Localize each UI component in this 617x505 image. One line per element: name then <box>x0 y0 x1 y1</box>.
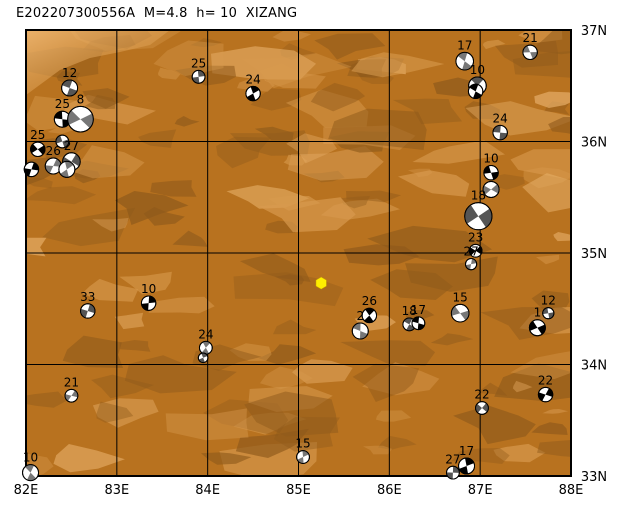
lon-tick-label: 87E <box>468 483 493 498</box>
mechanism-depth-label: 10 <box>470 63 485 77</box>
mechanism-depth-label: 21 <box>522 31 537 45</box>
focal-mechanism[interactable]: 33 <box>80 290 96 319</box>
mechanism-depth-label: 2 <box>356 309 364 323</box>
mechanism-depth-label: 10 <box>483 152 498 166</box>
focal-mechanism[interactable]: 10 <box>22 451 40 482</box>
focal-mechanism[interactable]: 26 <box>44 144 62 175</box>
mechanism-depth-label: 15 <box>295 437 310 451</box>
lon-tick-label: 83E <box>104 483 129 498</box>
focal-mechanism[interactable]: 15 <box>450 290 470 323</box>
focal-mechanism[interactable]: 18 <box>464 189 493 231</box>
focal-mechanism[interactable]: 24 <box>492 111 508 141</box>
focal-mechanism[interactable]: 22 <box>474 388 490 415</box>
mechanism-depth-label: 17 <box>457 38 472 52</box>
focal-mechanism[interactable] <box>467 83 484 100</box>
focal-mechanism[interactable]: 12 <box>541 294 556 320</box>
mechanism-depth-label: 27 <box>463 245 478 259</box>
mechanism-depth-label: 17 <box>411 303 426 317</box>
mechanism-depth-label: 33 <box>80 290 95 304</box>
focal-mechanism[interactable] <box>55 134 70 149</box>
mechanism-depth-label: 25 <box>55 97 70 111</box>
lat-tick-label: 33N <box>581 470 607 485</box>
focal-mechanism[interactable]: 26 <box>361 294 378 324</box>
mechanism-depth-label: 12 <box>541 294 556 308</box>
lon-tick-label: 85E <box>286 483 311 498</box>
focal-mechanism[interactable]: 21 <box>64 375 79 403</box>
mechanism-depth-label: 25 <box>30 128 45 142</box>
focal-mechanism[interactable] <box>23 161 40 178</box>
mechanism-depth-label: 26 <box>362 294 377 308</box>
focal-mechanism[interactable] <box>482 180 500 198</box>
epicenter-layer <box>315 276 327 290</box>
focal-mechanism[interactable] <box>58 160 76 178</box>
focal-mechanism[interactable]: 17 <box>411 303 426 331</box>
mechanism-depth-label: 26 <box>46 144 61 158</box>
focal-mechanism[interactable]: 25 <box>30 128 46 158</box>
mechanism-depth-label: 24 <box>198 327 213 341</box>
terrain-layer <box>26 30 571 476</box>
focal-mechanism[interactable] <box>197 352 209 364</box>
mechanism-depth-label: 15 <box>453 290 468 304</box>
mechanism-depth-label: 27 <box>64 139 79 153</box>
focal-mechanism[interactable]: 17 <box>458 444 476 475</box>
mechanism-depth-label: 22 <box>538 373 553 387</box>
focal-mechanism[interactable]: 10 <box>140 282 157 311</box>
focal-mechanism[interactable]: 25 <box>191 56 206 84</box>
focal-mechanism[interactable]: 2 <box>351 309 369 340</box>
lat-tick-label: 34N <box>581 359 607 374</box>
focal-mechanism[interactable]: 27 <box>445 452 461 480</box>
mechanism-depth-label: 27 <box>445 452 460 466</box>
mechanism-depth-label: 24 <box>493 111 508 125</box>
map-frame <box>25 29 572 477</box>
focal-mechanism[interactable]: 22 <box>537 373 554 403</box>
focal-mechanism[interactable]: 24 <box>198 327 213 355</box>
mechanism-depth-label: 25 <box>191 56 206 70</box>
mechanism-depth-label: 17 <box>459 444 474 458</box>
focal-mechanism[interactable]: 24 <box>245 72 261 102</box>
lon-tick-label: 88E <box>559 483 584 498</box>
lon-tick-label: 82E <box>14 483 39 498</box>
mechanism-depth-label: 23 <box>468 230 483 244</box>
event-title: E202207300556A M=4.8 h= 10 XIZANG <box>16 6 298 21</box>
focal-mechanism[interactable]: 12 <box>61 66 79 97</box>
focal-mechanism[interactable]: 1 <box>528 306 546 337</box>
mechanism-depth-label: 21 <box>64 375 79 389</box>
focal-mechanism[interactable]: 17 <box>455 38 475 71</box>
mechanism-depth-label: 1 <box>534 306 542 320</box>
mechanism-depth-label: 10 <box>141 282 156 296</box>
mechanism-depth-label: 22 <box>474 388 489 402</box>
lon-tick-label: 84E <box>195 483 220 498</box>
focal-mechanism[interactable]: 23 <box>468 230 483 258</box>
lat-tick-label: 35N <box>581 247 607 262</box>
mechanism-depth-label: 18 <box>402 304 417 318</box>
mechanism-depth-label: 12 <box>62 66 77 80</box>
mechanism-depth-label: 8 <box>77 92 85 106</box>
mechanism-depth-label: 10 <box>23 451 38 465</box>
axes-layer: 82E 83E 84E 85E 86E 87E 88E 37N 36N 35N 34N 33N <box>14 24 608 498</box>
mechanism-depth-label: 18 <box>471 189 486 203</box>
focal-mechanism[interactable]: 15 <box>295 437 311 464</box>
epicenter-marker <box>315 276 327 290</box>
lat-tick-label: 36N <box>581 136 607 151</box>
focal-mechanism[interactable]: 10 <box>483 152 499 181</box>
focal-mechanism[interactable]: 8 <box>67 92 94 133</box>
mechanism-depth-label: 24 <box>245 72 260 86</box>
focal-mechanism[interactable]: 27 <box>463 245 479 271</box>
focal-mechanism[interactable]: 21 <box>522 31 538 60</box>
lon-tick-label: 86E <box>377 483 402 498</box>
lat-tick-label: 37N <box>581 24 607 39</box>
